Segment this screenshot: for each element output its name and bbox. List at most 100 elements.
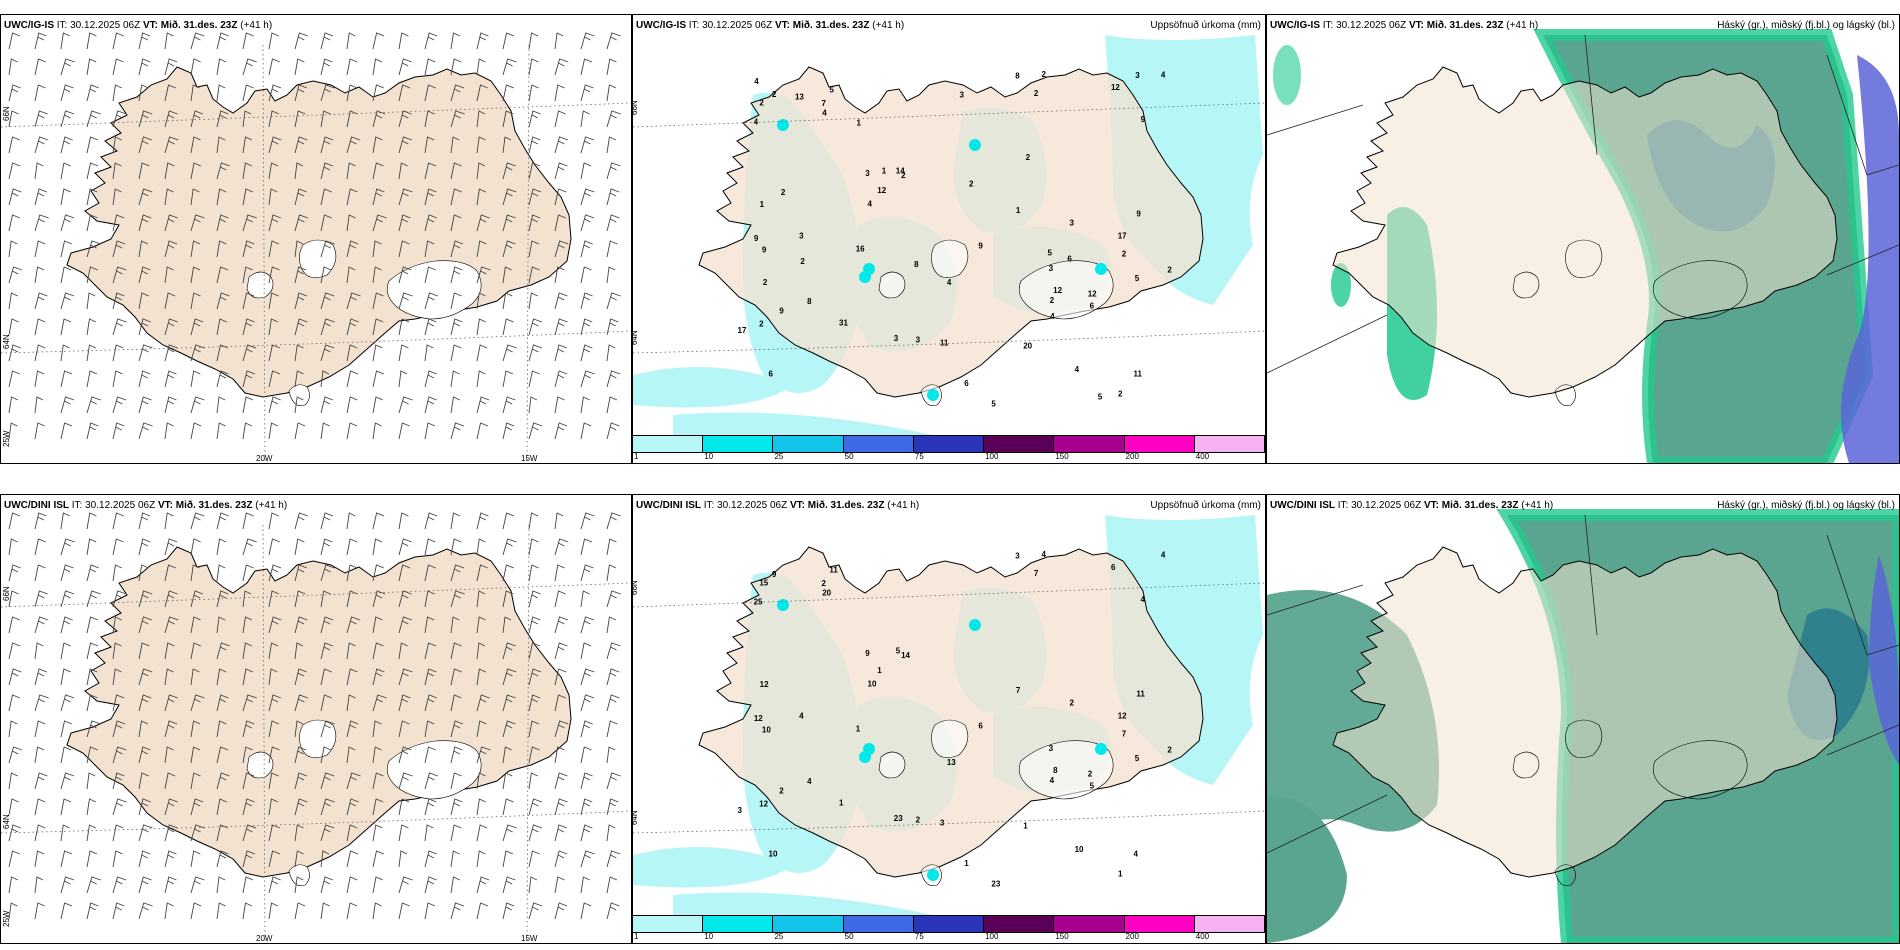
wind-barb <box>268 538 280 556</box>
wind-barb <box>164 162 175 180</box>
precip-value: 2 <box>1167 265 1172 274</box>
legend-label: 25 <box>774 452 784 461</box>
wind-barb <box>424 850 437 868</box>
wind-barb <box>372 344 383 362</box>
wind-barb <box>320 668 332 686</box>
wind-barb <box>8 746 23 764</box>
wind-barb <box>372 824 383 842</box>
wind-barb <box>216 564 226 582</box>
wind-barb <box>398 396 413 414</box>
precip-value: 2 <box>800 257 805 266</box>
legend-label: 400 <box>1195 452 1210 461</box>
wind-barb <box>424 798 437 816</box>
wind-barb <box>372 798 384 816</box>
wind-barb <box>320 188 332 206</box>
wind-barb <box>502 214 516 232</box>
wind-barb <box>372 772 384 790</box>
wind-barb <box>346 538 358 556</box>
wind-barb <box>242 512 254 530</box>
legend-swatch <box>1124 916 1195 932</box>
wind-barb <box>112 84 123 102</box>
precip-value: 2 <box>969 179 974 188</box>
legend-label: 150 <box>1055 932 1069 941</box>
wind-barb <box>138 876 152 894</box>
wind-barb <box>346 590 358 608</box>
wind-barb <box>138 798 151 816</box>
wind-barb <box>190 396 205 414</box>
wind-barb <box>8 422 18 440</box>
lon-label-20w: 20W <box>256 454 273 463</box>
wind-barb <box>8 266 23 284</box>
wind-barb <box>34 564 46 582</box>
wind-barb <box>138 318 151 336</box>
wind-barb <box>34 58 46 76</box>
panel-header: UWC/IG-IS IT: 30.12.2025 06Z VT: Mið. 31… <box>1 15 631 37</box>
wind-barb <box>476 798 486 816</box>
wind-barb <box>372 84 384 102</box>
legend-swatch <box>984 916 1055 932</box>
precip-map-panel-top: UWC/IG-IS IT: 30.12.2025 06Z VT: Mið. 31… <box>632 14 1266 464</box>
wind-barb <box>164 318 178 336</box>
wind-barb <box>372 58 383 76</box>
wind-barb <box>190 136 201 154</box>
wind-barb <box>398 746 412 764</box>
wind-barb <box>606 84 616 102</box>
wind-barb <box>112 876 127 894</box>
wind-barb <box>502 318 514 336</box>
wind-barb <box>398 162 408 180</box>
wind-barb <box>8 512 21 530</box>
precip-value: 17 <box>738 326 747 335</box>
valid-time: Mið. 31.des. 23Z <box>807 500 885 511</box>
wind-barb <box>190 32 205 50</box>
wind-barb <box>138 538 151 556</box>
wind-barb <box>8 370 21 388</box>
wind-barb <box>528 422 543 440</box>
wind-barb <box>580 694 595 712</box>
wind-barb <box>242 266 253 284</box>
wind-barb <box>476 538 486 556</box>
wind-barb <box>476 850 486 868</box>
wind-barb <box>242 136 253 154</box>
glacier-outline <box>246 751 274 779</box>
wind-barb <box>502 798 514 816</box>
wind-barb <box>372 538 383 556</box>
glacier-outline <box>1565 239 1603 278</box>
wind-barb <box>606 188 620 206</box>
precip-value: 3 <box>940 819 945 828</box>
wind-barb <box>138 590 153 608</box>
cloud-cover-map <box>1267 15 1899 463</box>
wind-barb <box>580 84 594 102</box>
glacier-outline <box>1565 719 1603 758</box>
wind-barb <box>138 720 149 738</box>
wind-barb <box>138 32 151 50</box>
wind-barb <box>398 58 412 76</box>
cloud-patch <box>1273 45 1301 105</box>
wind-barb <box>580 616 595 634</box>
precip-core <box>777 119 789 131</box>
wind-barb <box>242 850 256 868</box>
precip-area <box>633 847 793 888</box>
wind-barb <box>346 668 358 686</box>
sector-lines <box>1267 514 1899 854</box>
wind-barb <box>450 512 461 530</box>
precip-value: 8 <box>1015 71 1020 80</box>
sector-line <box>1826 534 1899 656</box>
wind-barb <box>216 668 227 686</box>
wind-barb <box>268 720 280 738</box>
sector-line <box>1267 794 1388 854</box>
wind-barb <box>502 266 512 284</box>
wind-barb <box>216 642 230 660</box>
precip-value: 2 <box>772 90 777 99</box>
wind-barb <box>190 850 201 868</box>
wind-barb <box>216 162 230 180</box>
wind-barb <box>164 564 176 582</box>
wind-barb <box>554 292 568 310</box>
wind-barb <box>86 720 101 738</box>
wind-barb <box>34 876 44 894</box>
glacier-outline <box>246 271 274 299</box>
wind-barb <box>424 58 436 76</box>
wind-barb <box>138 746 151 764</box>
wind-barb <box>60 564 74 582</box>
wind-barb <box>528 772 538 790</box>
wind-barb <box>554 58 569 76</box>
